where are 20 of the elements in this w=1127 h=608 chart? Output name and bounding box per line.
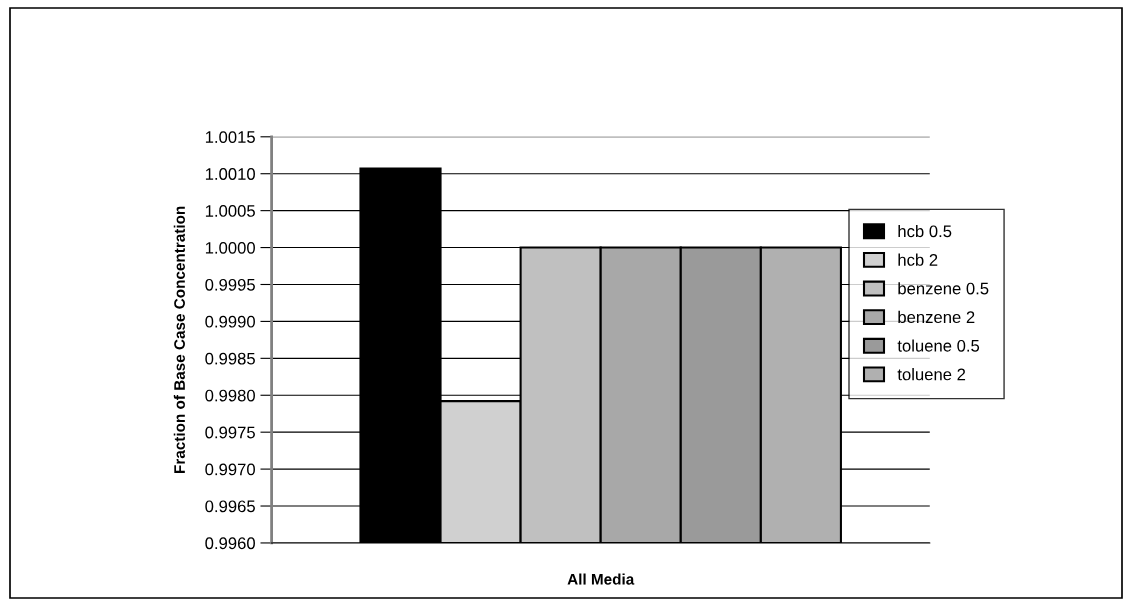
legend-label: hcb 2 — [898, 253, 938, 266]
y-tick-label: 1.0010 — [205, 168, 255, 180]
y-tick-label: 1.0000 — [205, 241, 255, 254]
legend-label: benzene 2 — [898, 310, 975, 324]
legend-label: toluene 2 — [897, 368, 966, 381]
y-tick-label: 0.9970 — [205, 463, 255, 476]
legend-label: toluene 0.5 — [897, 339, 980, 352]
y-tick-label: 0.9975 — [205, 426, 255, 439]
y-tick-label: 1.0015 — [205, 131, 255, 143]
y-axis-title: Fraction of Base Case Concentration — [173, 206, 185, 473]
x-tick-label: All Media — [567, 573, 635, 585]
y-tick-label: 0.9965 — [205, 500, 255, 513]
y-tick-label: 1.0005 — [205, 205, 255, 217]
y-tick-label: 0.9990 — [205, 315, 255, 328]
legend-label: hcb 0.5 — [898, 224, 952, 238]
legend-label: benzene 0.5 — [898, 282, 989, 295]
y-tick-label: 0.9985 — [205, 352, 255, 365]
y-tick-label: 0.9980 — [205, 389, 255, 402]
y-tick-label: 0.9995 — [205, 278, 255, 291]
y-tick-label: 0.9960 — [205, 537, 255, 550]
